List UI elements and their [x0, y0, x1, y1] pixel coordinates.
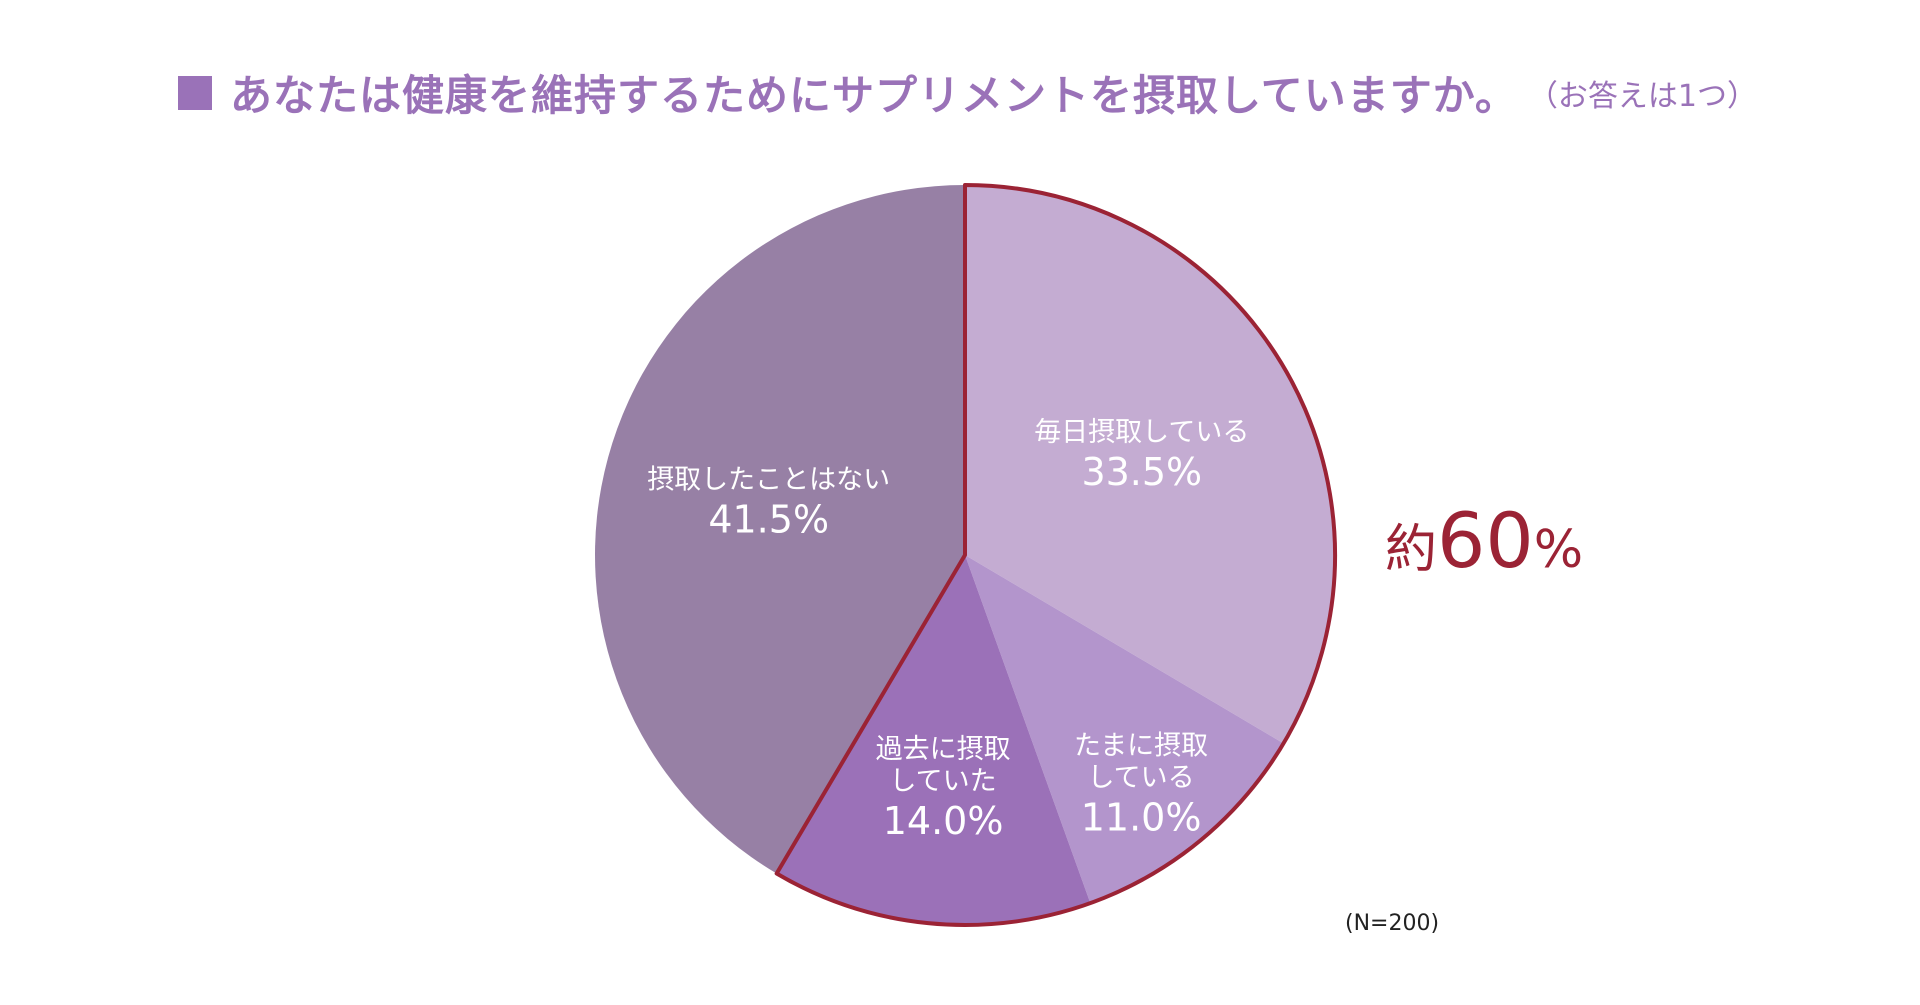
- slice-label-3-line-2: していた: [889, 766, 996, 797]
- slice-value-label-1: 33.5%: [1081, 450, 1202, 494]
- highlight-callout: 約60%: [1385, 496, 1583, 585]
- slice-label-3-line-1: 過去に摂取: [876, 734, 1011, 765]
- pie-slice-3: [776, 555, 1091, 926]
- sample-size-note: (N=200): [1345, 911, 1439, 936]
- chart-title-row: あなたは健康を維持するためにサプリメントを摂取していますか。 （お答えは1つ）: [178, 62, 1757, 123]
- pie-slice-4: [595, 185, 965, 874]
- slice-value-label-2: 11.0%: [1081, 796, 1202, 840]
- slice-label-2-line-1: たまに摂取: [1074, 731, 1208, 762]
- chart-title: あなたは健康を維持するためにサプリメントを摂取していますか。: [230, 71, 1518, 120]
- slice-label-2-line-2: している: [1087, 763, 1194, 794]
- slice-value-label-4: 41.5%: [708, 497, 829, 541]
- highlight-outline: [774, 183, 1337, 927]
- pie-slice-2: [965, 555, 1284, 904]
- slice-label-1-line-1: 毎日摂取している: [1034, 417, 1249, 448]
- slice-label-4-line-1: 摂取したことはない: [647, 464, 890, 495]
- title-square-icon: [178, 75, 212, 110]
- pie-slice-1: [965, 185, 1335, 744]
- highlight-callout-prefix: 約: [1385, 520, 1437, 580]
- highlight-callout-unit: %: [1534, 520, 1583, 580]
- highlight-callout-value: 60: [1437, 496, 1534, 585]
- slice-value-label-3: 14.0%: [883, 799, 1004, 843]
- chart-title-note: （お答えは1つ）: [1527, 78, 1757, 114]
